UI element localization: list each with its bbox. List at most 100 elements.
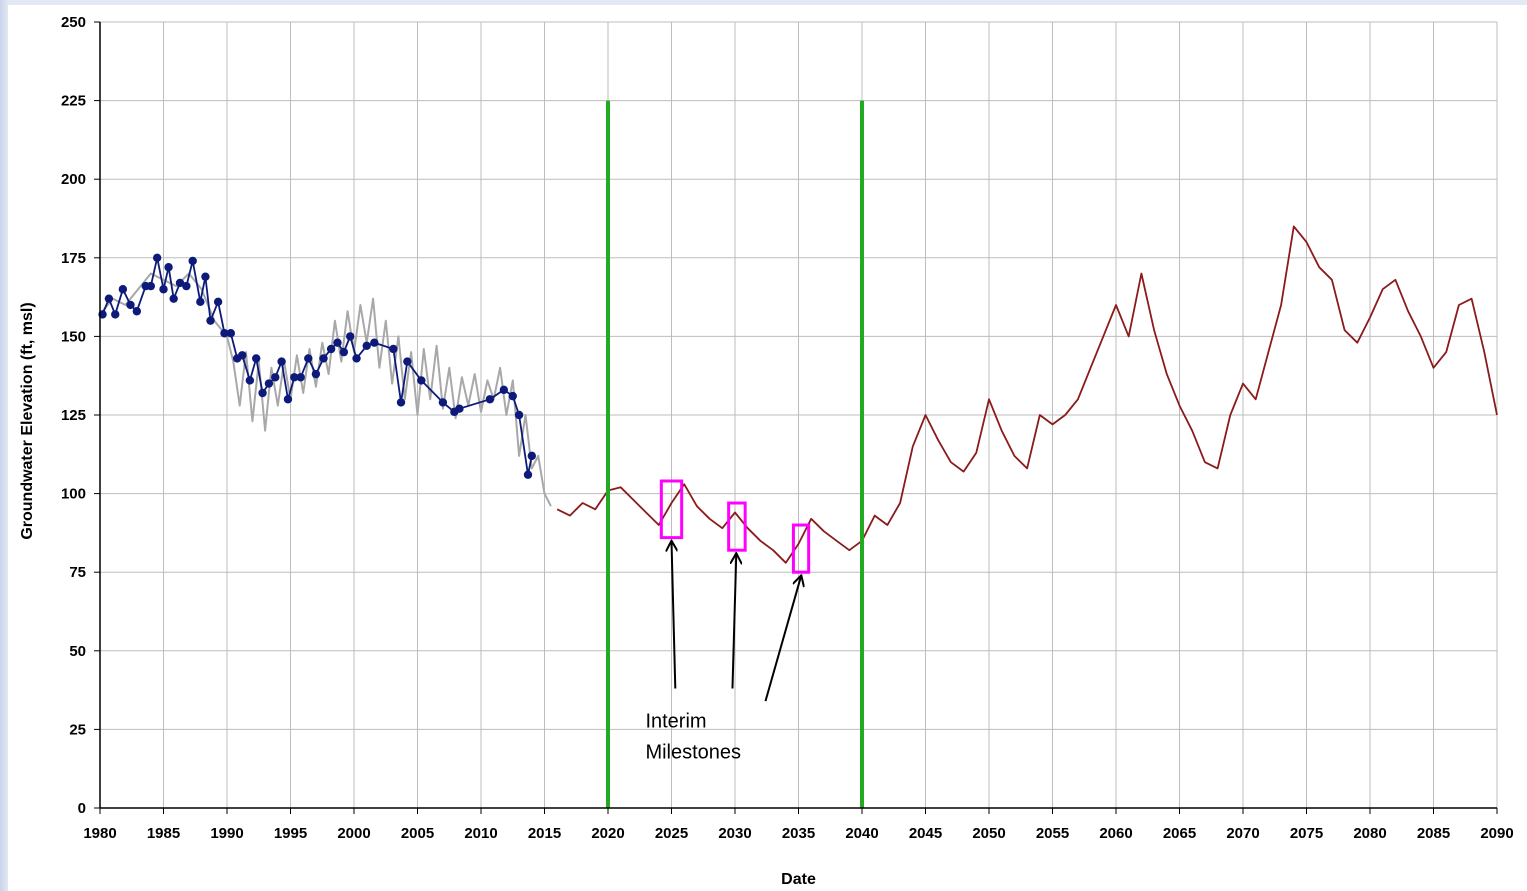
y-tick-label: 200 [61,171,86,188]
axes [94,21,1498,814]
x-tick-label: 2060 [1099,825,1132,842]
milestone-boxes [659,479,811,574]
data-point-observed [319,354,328,363]
data-point-observed [188,256,197,266]
x-tick-label: 1980 [83,825,116,842]
data-point-observed [196,297,205,307]
data-point-observed [527,451,536,461]
data-point-observed [146,281,155,291]
y-tick-label: 150 [61,328,86,345]
period-markers [606,100,864,808]
milestone-box [659,479,684,540]
grid [99,21,1498,809]
x-axis-label: Date [781,871,816,888]
data-point-observed [389,344,398,354]
x-tick-label: 1990 [210,825,243,842]
y-tick-label: 250 [61,14,86,31]
data-point-observed [277,357,286,366]
data-point-observed [169,294,178,303]
data-point-observed [238,351,247,360]
data-point-observed [245,376,255,385]
x-tick-label: 2035 [782,825,815,842]
data-point-observed [514,410,524,420]
x-tick-label: 2025 [655,825,688,842]
annotation: Interim Milestones [645,542,801,763]
y-tick-label: 75 [69,564,86,581]
series-line-historical-simulated [99,272,552,507]
y-tick-label: 100 [61,486,86,503]
x-tick-label: 2040 [845,825,878,842]
data-point-observed [159,285,168,294]
annotation-arrow [732,554,736,689]
data-point-observed [438,398,448,407]
y-tick-label: 125 [61,407,86,424]
data-point-observed [111,310,120,319]
data-point-observed [132,307,142,316]
data-point-observed [226,329,236,338]
x-tick-label: 2020 [591,825,624,842]
data-point-observed [523,470,533,479]
y-tick-label: 225 [61,93,86,110]
data-point-observed [403,357,412,366]
x-tick-label: 2045 [909,825,942,842]
data-point-observed [252,354,261,363]
x-tick-label: 2085 [1417,825,1450,842]
x-tick-label: 2050 [972,825,1005,842]
annotation-label: Milestones [645,741,741,763]
x-tick-label: 2065 [1163,825,1196,842]
data-point-observed [499,385,509,395]
x-tick-label: 1995 [274,825,307,842]
data-point-observed [182,281,191,291]
y-tick-label: 50 [69,643,86,660]
data-point-observed [152,253,162,262]
data-point-observed [296,373,305,382]
tick-labels: 1980 1985 1990 1995 2000 2005 2010 2015 2020 2025… [61,14,1514,842]
data-point-observed [126,300,135,310]
x-tick-label: 2055 [1036,825,1069,842]
x-tick-label: 2030 [718,825,751,842]
y-tick-label: 175 [61,250,86,267]
data-point-observed [345,332,355,341]
x-tick-label: 2015 [528,825,561,842]
data-point-observed [201,272,210,281]
x-tick-label: 2005 [401,825,434,842]
data-point-observed [283,395,293,404]
frame-top-border [0,0,1527,5]
x-tick-label: 2080 [1353,825,1386,842]
frame-left-border [0,0,8,891]
x-tick-label: 2010 [464,825,497,842]
y-tick-label: 25 [69,721,86,738]
data-point-observed [396,398,406,407]
data-point-observed [175,278,185,288]
data-point-observed [213,297,223,307]
x-tick-label: 2075 [1290,825,1323,842]
data-point-observed [370,338,379,347]
x-tick-label: 1985 [147,825,180,842]
data-point-observed [264,379,274,388]
series-line-projected [556,225,1498,564]
data-point-observed [485,395,495,404]
data-point-observed [333,338,342,347]
data-point-observed [311,369,321,379]
data-point-observed [118,285,128,294]
data-point-observed [508,391,517,401]
annotation-label: Interim [645,710,706,732]
x-tick-label: 2090 [1480,825,1513,842]
data-point-observed [164,263,173,272]
annotation-arrow [764,576,801,702]
data-point-observed [220,329,229,338]
data-point-observed [352,354,361,363]
data-point-observed [455,404,464,413]
annotation-arrow [672,542,676,689]
data-point-observed [362,341,371,351]
data-point-observed [206,316,215,325]
data-point-observed [104,294,114,303]
milestone-box [727,501,747,552]
data-point-observed [271,373,280,382]
series-group [98,225,1498,564]
y-axis-label: Groundwater Elevation (ft, msl) [19,302,36,539]
data-point-observed [258,388,267,398]
x-tick-label: 2000 [337,825,370,842]
data-point-observed [304,354,313,363]
